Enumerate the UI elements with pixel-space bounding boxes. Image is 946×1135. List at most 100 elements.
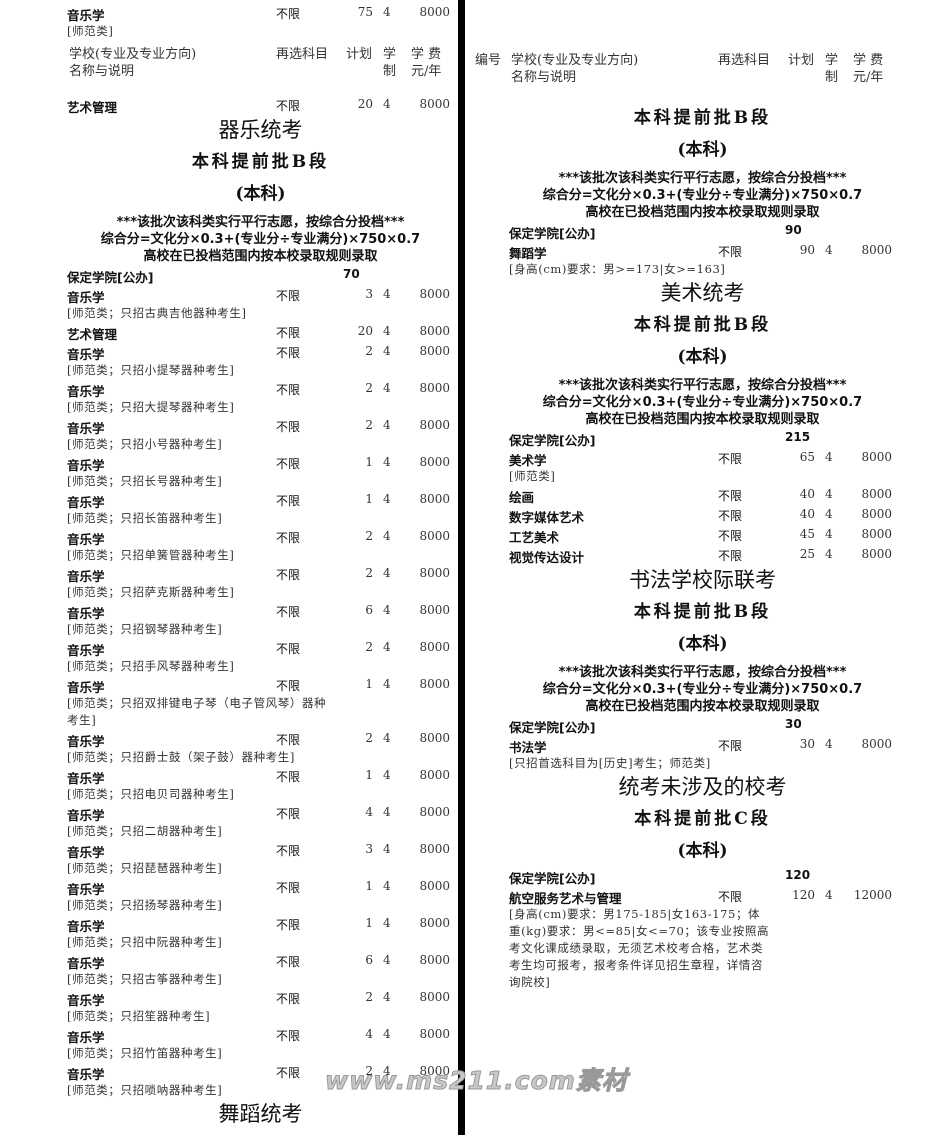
major-row: 绘画 不限 40 4 8000 [505,485,900,505]
major-name: 音乐学 [67,495,105,510]
school-plan: 215 [785,430,811,444]
major-row: 音乐学 不限 1 4 8000 [63,453,458,473]
school-row: 保定学院[公办] 70 [63,265,458,285]
major-fee: 8000 [861,547,892,561]
major-note: [师范类] [67,24,114,38]
school-plan: 90 [785,223,802,237]
major-row: 美术学 不限 65 4 8000 [505,448,900,468]
major-fee: 8000 [861,487,892,501]
header-fee: 学 费 [411,47,442,62]
major-name: 音乐学 [67,384,105,399]
header-id: 编号 [475,53,502,68]
major-plan: 1 [365,677,373,691]
section-title: 舞蹈统考 [218,1102,303,1126]
major-plan: 1 [365,492,373,506]
major-name: 音乐学 [67,771,105,786]
major-note: [师范类；只招唢呐器种考生] [67,1083,223,1097]
level-title: (本科) [235,184,286,204]
section-title: 书法学校际联考 [629,568,776,592]
major-row: 音乐学 不限 3 4 8000 [63,840,458,860]
major-fee: 8000 [419,97,450,111]
major-years: 4 [825,888,833,902]
level-title: (本科) [677,634,728,654]
major-years: 4 [825,487,833,501]
major-fee: 8000 [419,953,450,967]
major-years: 4 [383,842,391,856]
major-plan: 4 [365,805,373,819]
section-title: 器乐统考 [218,118,303,142]
major-name: 音乐学 [67,882,105,897]
major-subject: 不限 [276,992,301,1006]
major-fee: 8000 [861,243,892,257]
header-years: 制 [825,70,839,85]
header-school: 名称与说明 [69,64,135,79]
major-years: 4 [383,677,391,691]
school-name: 保定学院[公办] [509,720,596,735]
major-plan: 1 [365,455,373,469]
major-row: 艺术管理 不限 20 4 8000 [63,95,458,115]
school-row: 保定学院[公办] 90 [505,221,900,241]
level-title: (本科) [677,841,728,861]
major-name: 航空服务艺术与管理 [509,891,622,906]
major-row: 音乐学 不限 1 4 8000 [63,877,458,897]
major-note: [师范类；只招古筝器种考生] [67,972,223,986]
major-plan: 2 [365,381,373,395]
major-name: 音乐学 [67,919,105,934]
major-note: [师范类；只招电贝司器种考生] [67,787,235,801]
major-name: 书法学 [509,740,547,755]
major-years: 4 [383,731,391,745]
major-name: 音乐学 [67,606,105,621]
major-subject: 不限 [276,7,301,21]
header-school: 名称与说明 [511,70,577,85]
major-plan: 1 [365,768,373,782]
major-name: 音乐学 [67,8,105,23]
major-plan: 2 [365,418,373,432]
major-fee: 8000 [419,677,450,691]
major-row: 音乐学 不限 6 4 8000 [63,951,458,971]
major-row: 书法学 不限 30 4 8000 [505,735,900,755]
major-subject: 不限 [276,289,301,303]
major-note: [师范类；只招笙器种考生] [67,1009,211,1023]
major-subject: 不限 [276,881,301,895]
major-note: [师范类；只招二胡器种考生] [67,824,223,838]
major-years: 4 [383,381,391,395]
notice: ***该批次该科类实行平行志愿，按综合分投档*** 综合分=文化分×0.3+(专业… [505,170,900,221]
major-name: 音乐学 [67,569,105,584]
header-years: 学 [825,53,839,68]
major-years: 4 [383,879,391,893]
major-subject: 不限 [276,383,301,397]
header-subject: 再选科目 [718,53,771,68]
major-years: 4 [825,450,833,464]
major-subject: 不限 [276,918,301,932]
header-plan: 计划 [346,47,373,62]
school-plan: 30 [785,717,802,731]
major-name: 音乐学 [67,1067,105,1082]
major-plan: 40 [799,487,815,501]
major-fee: 8000 [419,324,450,338]
major-row: 音乐学 不限 2 4 8000 [63,638,458,658]
batch-title: 本科提前批C段 [634,809,771,829]
major-row: 艺术管理 不限 20 4 8000 [63,322,458,342]
major-subject: 不限 [718,489,743,503]
major-years: 4 [825,243,833,257]
major-plan: 120 [792,888,815,902]
major-note: [身高(cm)要求：男175-185|女163-175；体重(kg)要求：男<=… [509,907,770,989]
batch-title: 本科提前批B段 [633,108,772,128]
header-plan: 计划 [788,53,815,68]
notice-line: 高校在已投档范围内按本校录取规则录取 [585,205,820,220]
major-row: 音乐学 不限 2 4 8000 [63,379,458,399]
header-school: 学校(专业及专业方向) [511,53,639,68]
major-fee: 8000 [419,492,450,506]
major-plan: 75 [357,5,373,19]
header-fee: 元/年 [853,70,884,85]
header-subject: 再选科目 [276,47,329,62]
major-name: 音乐学 [67,290,105,305]
major-row: 视觉传达设计 不限 25 4 8000 [505,545,900,565]
major-subject: 不限 [718,245,743,259]
major-fee: 8000 [419,455,450,469]
major-plan: 2 [365,344,373,358]
major-years: 4 [383,1064,391,1078]
table-header: 学校(专业及专业方向) 名称与说明 再选科目 计划学制学 费元/年 [63,46,458,80]
major-fee: 8000 [419,5,450,19]
major-name: 音乐学 [67,680,105,695]
